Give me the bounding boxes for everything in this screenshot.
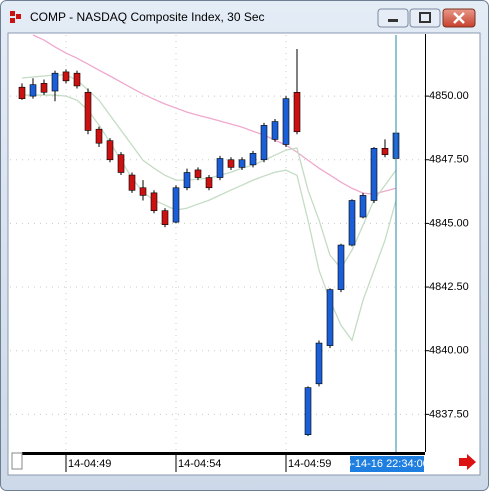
candle-body — [150, 192, 158, 211]
scroll-right-arrow[interactable] — [459, 454, 476, 470]
candle-body — [282, 98, 290, 145]
candle-body — [18, 86, 26, 99]
candle-body — [304, 387, 312, 436]
candle-body — [84, 91, 92, 131]
maximize-button[interactable] — [409, 8, 441, 28]
candle-body — [73, 72, 81, 87]
cursor-label-box — [350, 456, 424, 472]
candle-body — [51, 72, 59, 92]
candle-body — [139, 187, 147, 196]
candle-body — [238, 159, 246, 168]
maximize-icon — [419, 12, 431, 23]
x-tick-label: 14-04:59 — [288, 458, 331, 470]
chart-panel — [7, 32, 481, 476]
candle-body — [381, 147, 389, 155]
candle-body — [293, 91, 301, 133]
moving-average-line — [32, 34, 397, 195]
candle-body — [326, 289, 334, 346]
candle-body — [95, 128, 103, 144]
candle-body — [348, 200, 356, 246]
candle-body — [216, 158, 224, 178]
candle-body — [62, 71, 70, 82]
y-tick-label: 4842.50 — [429, 281, 469, 293]
close-icon — [453, 12, 465, 24]
cursor-label: 6-14-16 22:34:00 — [345, 458, 429, 470]
y-tick-label: 4845.00 — [429, 217, 469, 229]
y-tick-label: 4847.50 — [429, 154, 469, 166]
candle-body — [128, 174, 136, 191]
moving-average-line — [22, 94, 397, 342]
candle-body — [337, 244, 345, 290]
candle-body — [194, 169, 202, 178]
candle-body — [315, 342, 323, 385]
candle-body — [40, 83, 48, 93]
y-tick-label: 4837.50 — [429, 408, 469, 420]
scroll-box[interactable] — [11, 452, 23, 470]
candle-body — [117, 154, 125, 173]
candle-body — [271, 121, 279, 140]
app-icon — [10, 11, 21, 23]
candle-body — [106, 140, 114, 161]
plot-area: 4837.50 4840.00 4842.50 4845.00 4847.50 4850.… — [10, 34, 469, 472]
x-tick-label: 14-04:54 — [178, 458, 221, 470]
candle-body — [172, 187, 180, 223]
y-tick-label: 4840.00 — [429, 345, 469, 357]
candle-body — [205, 177, 213, 189]
candle-body — [227, 159, 235, 168]
window-title: COMP - NASDAQ Composite Index, 30 Sec — [30, 10, 265, 24]
candle-body — [370, 147, 378, 201]
minimize-button[interactable] — [377, 8, 409, 28]
candle-body — [359, 195, 367, 218]
y-tick-label: 4850.00 — [429, 90, 469, 102]
x-tick-label: 14-04:49 — [68, 458, 111, 470]
candle-body — [183, 172, 191, 189]
minimize-icon — [388, 19, 398, 22]
candle-body — [161, 210, 169, 225]
x-axis-line — [22, 452, 425, 455]
candle-body — [260, 125, 268, 161]
candle-body — [249, 153, 257, 166]
candle-body — [29, 84, 37, 97]
